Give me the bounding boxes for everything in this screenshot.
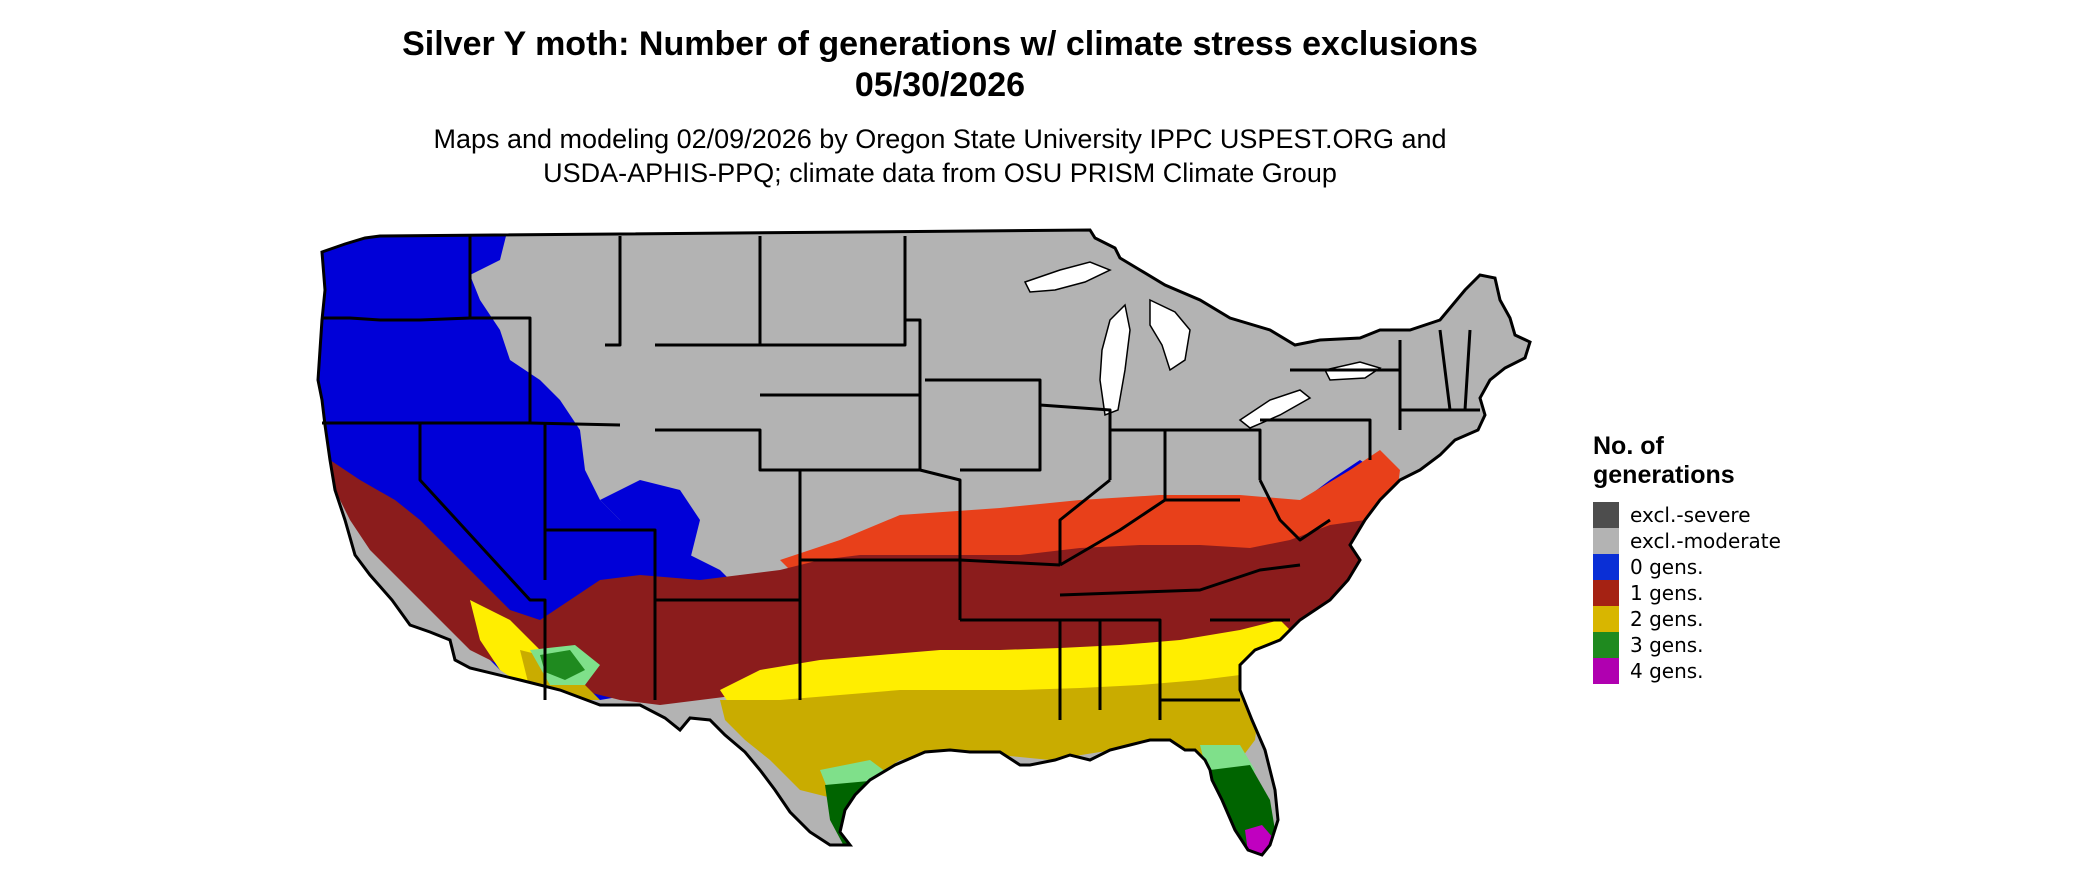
zone-3-gens-arizona (540, 650, 585, 680)
legend-label-4-gens: 4 gens. (1630, 659, 1704, 683)
lake-erie (1238, 389, 1312, 429)
map-subtitle-line1: Maps and modeling 02/09/2026 by Oregon S… (433, 124, 1447, 154)
legend-swatch-1-gens (1593, 580, 1619, 606)
legend-item-excl-severe: excl.-severe (1593, 502, 1893, 528)
legend-swatch-2-gens (1593, 606, 1619, 632)
legend-item-4-gens: 4 gens. (1593, 658, 1893, 684)
legend-label-excl-moderate: excl.-moderate (1630, 529, 1781, 553)
legend-label-2-gens: 2 gens. (1630, 607, 1704, 631)
legend-item-2-gens: 2 gens. (1593, 606, 1893, 632)
lake-michigan (1099, 303, 1131, 417)
legend-swatch-3-gens (1593, 632, 1619, 658)
zone-1-gens (330, 460, 1375, 705)
legend-label-1-gens: 1 gens. (1630, 581, 1704, 605)
legend-label-excl-severe: excl.-severe (1630, 503, 1751, 527)
lake-huron (1149, 298, 1191, 372)
map-subtitle: Maps and modeling 02/09/2026 by Oregon S… (300, 122, 1580, 190)
legend-swatch-excl-moderate (1593, 528, 1619, 554)
zone-0-gens-rockies (600, 480, 700, 560)
great-lakes (1023, 261, 1382, 429)
lake-superior (1023, 261, 1112, 293)
legend: No. of generations excl.-severe excl.-mo… (1593, 432, 1893, 684)
legend-title-line1: No. of (1593, 432, 1664, 460)
map-title-line1: Silver Y moth: Number of generations w/ … (402, 25, 1478, 63)
legend-title-line2: generations (1593, 461, 1735, 489)
legend-item-excl-moderate: excl.-moderate (1593, 528, 1893, 554)
state-borders (322, 236, 1480, 720)
map-date: 05/30/2026 (854, 66, 1026, 104)
legend-title: No. of generations (1593, 432, 1893, 490)
legend-label-3-gens: 3 gens. (1630, 633, 1704, 657)
map-title: Silver Y moth: Number of generations w/ … (300, 24, 1580, 106)
legend-swatch-0-gens (1593, 554, 1619, 580)
legend-item-3-gens: 3 gens. (1593, 632, 1893, 658)
legend-item-1-gens: 1 gens. (1593, 580, 1893, 606)
legend-item-0-gens: 0 gens. (1593, 554, 1893, 580)
legend-label-0-gens: 0 gens. (1630, 555, 1704, 579)
legend-swatch-excl-severe (1593, 502, 1619, 528)
map-subtitle-line2: USDA-APHIS-PPQ; climate data from OSU PR… (543, 158, 1337, 188)
legend-swatch-4-gens (1593, 658, 1619, 684)
